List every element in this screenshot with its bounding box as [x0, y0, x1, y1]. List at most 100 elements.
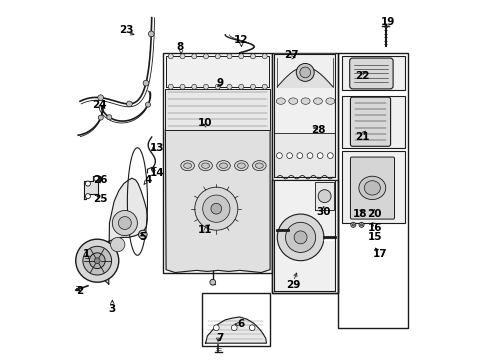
Text: 30: 30: [317, 207, 331, 217]
Bar: [163, 53, 272, 273]
Text: 15: 15: [368, 232, 382, 242]
Text: 26: 26: [94, 175, 108, 185]
Text: 10: 10: [198, 118, 213, 128]
Text: 4: 4: [145, 175, 152, 185]
Text: 3: 3: [109, 304, 116, 314]
Bar: [202, 293, 270, 346]
Circle shape: [231, 325, 237, 330]
Ellipse shape: [220, 163, 227, 168]
Circle shape: [294, 231, 307, 244]
Circle shape: [143, 80, 149, 86]
Ellipse shape: [255, 163, 263, 168]
Text: 11: 11: [198, 225, 213, 235]
Text: 12: 12: [234, 35, 248, 45]
Bar: [342, 151, 405, 223]
Text: 23: 23: [120, 25, 134, 35]
Polygon shape: [166, 130, 270, 273]
Circle shape: [250, 84, 255, 89]
Bar: [342, 56, 405, 90]
Text: 5: 5: [139, 232, 147, 242]
Ellipse shape: [314, 98, 322, 104]
Ellipse shape: [217, 161, 230, 171]
Polygon shape: [166, 56, 270, 87]
Circle shape: [168, 54, 173, 59]
Polygon shape: [315, 182, 334, 211]
Text: 14: 14: [150, 168, 165, 178]
Circle shape: [180, 84, 185, 89]
FancyBboxPatch shape: [350, 58, 393, 89]
Text: 24: 24: [93, 100, 107, 110]
Circle shape: [192, 84, 197, 89]
Text: 18: 18: [353, 209, 368, 219]
Circle shape: [85, 194, 91, 199]
Circle shape: [250, 54, 255, 59]
Circle shape: [76, 239, 119, 282]
FancyBboxPatch shape: [350, 97, 391, 146]
Ellipse shape: [199, 161, 212, 171]
Circle shape: [148, 31, 154, 37]
Circle shape: [107, 115, 112, 120]
Circle shape: [168, 84, 173, 89]
Circle shape: [239, 84, 244, 89]
Ellipse shape: [276, 98, 285, 104]
Circle shape: [214, 325, 219, 330]
Polygon shape: [166, 89, 270, 130]
Ellipse shape: [238, 163, 245, 168]
Circle shape: [94, 176, 99, 181]
Polygon shape: [274, 54, 335, 177]
Circle shape: [85, 181, 91, 186]
Circle shape: [192, 54, 197, 59]
Circle shape: [98, 95, 103, 100]
Polygon shape: [84, 176, 100, 199]
Text: 13: 13: [150, 143, 164, 153]
Circle shape: [300, 67, 311, 78]
Ellipse shape: [364, 181, 380, 195]
Circle shape: [227, 84, 232, 89]
Circle shape: [359, 222, 364, 227]
Circle shape: [83, 246, 112, 275]
Text: 28: 28: [311, 125, 326, 135]
Text: 29: 29: [286, 280, 300, 290]
Ellipse shape: [289, 98, 298, 104]
Circle shape: [277, 214, 324, 261]
Circle shape: [297, 153, 303, 158]
Circle shape: [327, 153, 333, 158]
Text: 19: 19: [381, 17, 395, 27]
Circle shape: [89, 253, 105, 269]
Circle shape: [215, 54, 221, 59]
Ellipse shape: [235, 161, 248, 171]
Circle shape: [112, 211, 137, 235]
Circle shape: [307, 153, 313, 158]
Circle shape: [98, 115, 103, 120]
Circle shape: [262, 84, 267, 89]
Bar: [272, 53, 338, 293]
Circle shape: [210, 279, 216, 285]
Polygon shape: [205, 317, 267, 343]
Circle shape: [111, 237, 125, 252]
Ellipse shape: [301, 98, 310, 104]
Circle shape: [351, 222, 356, 227]
Circle shape: [203, 195, 230, 222]
FancyBboxPatch shape: [350, 157, 394, 219]
Circle shape: [195, 187, 238, 230]
Bar: [338, 53, 408, 328]
Circle shape: [203, 84, 209, 89]
Polygon shape: [98, 178, 147, 284]
Text: 8: 8: [177, 42, 184, 52]
Text: 7: 7: [216, 333, 223, 343]
Polygon shape: [274, 180, 335, 291]
Circle shape: [126, 101, 132, 107]
Circle shape: [352, 224, 354, 226]
Text: 16: 16: [368, 224, 382, 233]
Ellipse shape: [184, 163, 192, 168]
Circle shape: [203, 54, 209, 59]
Circle shape: [180, 54, 185, 59]
Text: 1: 1: [83, 248, 90, 258]
Circle shape: [139, 230, 147, 239]
Circle shape: [361, 224, 363, 226]
Circle shape: [262, 54, 267, 59]
Text: 9: 9: [216, 78, 223, 88]
Circle shape: [239, 54, 244, 59]
Circle shape: [318, 190, 331, 203]
Ellipse shape: [359, 176, 386, 199]
